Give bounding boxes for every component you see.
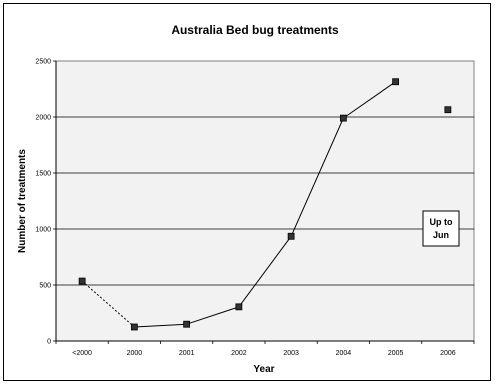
gridlines	[56, 116, 474, 286]
x-tick-label: 2003	[283, 350, 299, 357]
series-markers	[78, 78, 452, 331]
series-line	[81, 81, 396, 328]
y-tick-label: 0	[47, 339, 51, 346]
annotation-line2: Jun	[433, 230, 449, 240]
x-tick-label: 2006	[440, 350, 456, 357]
series-segment	[186, 306, 240, 325]
x-axis-ticks: <2000 2000 2001 2002 2003 2004 2005 2006	[55, 340, 475, 357]
series-segment	[134, 323, 187, 328]
y-tick-label: 2500	[35, 59, 51, 66]
x-tick-label: 2005	[388, 350, 404, 357]
x-tick-label: 2001	[179, 350, 195, 357]
series-segment	[343, 81, 396, 119]
x-tick-label: 2002	[231, 350, 247, 357]
annotation-line1: Up to	[430, 217, 453, 227]
data-point	[392, 78, 400, 86]
series-segment	[238, 235, 292, 308]
annotation-box: Up to Jun	[422, 210, 460, 247]
data-point	[287, 232, 295, 240]
x-tick-label: 2004	[336, 350, 352, 357]
y-tick-label: 1500	[35, 171, 51, 178]
data-point	[130, 323, 138, 331]
data-point	[78, 277, 86, 285]
y-axis-ticks: 0 500 1000 1500 2000 2500	[35, 59, 57, 346]
x-tick-label: 2000	[127, 350, 143, 357]
data-point	[235, 303, 243, 311]
data-point	[339, 114, 347, 122]
data-point	[183, 320, 191, 328]
y-tick-label: 2000	[35, 115, 51, 122]
x-tick-label: <2000	[72, 350, 92, 357]
plot-area	[55, 60, 475, 342]
y-axis-title: Number of treatments	[17, 149, 28, 253]
data-point	[444, 106, 452, 114]
y-tick-label: 1000	[35, 227, 51, 234]
chart-title: Australia Bed bug treatments	[171, 23, 339, 37]
series-segment	[290, 117, 344, 237]
series-segment-dotted	[81, 280, 135, 328]
y-tick-label: 500	[39, 283, 51, 290]
x-axis-title: Year	[253, 364, 274, 375]
